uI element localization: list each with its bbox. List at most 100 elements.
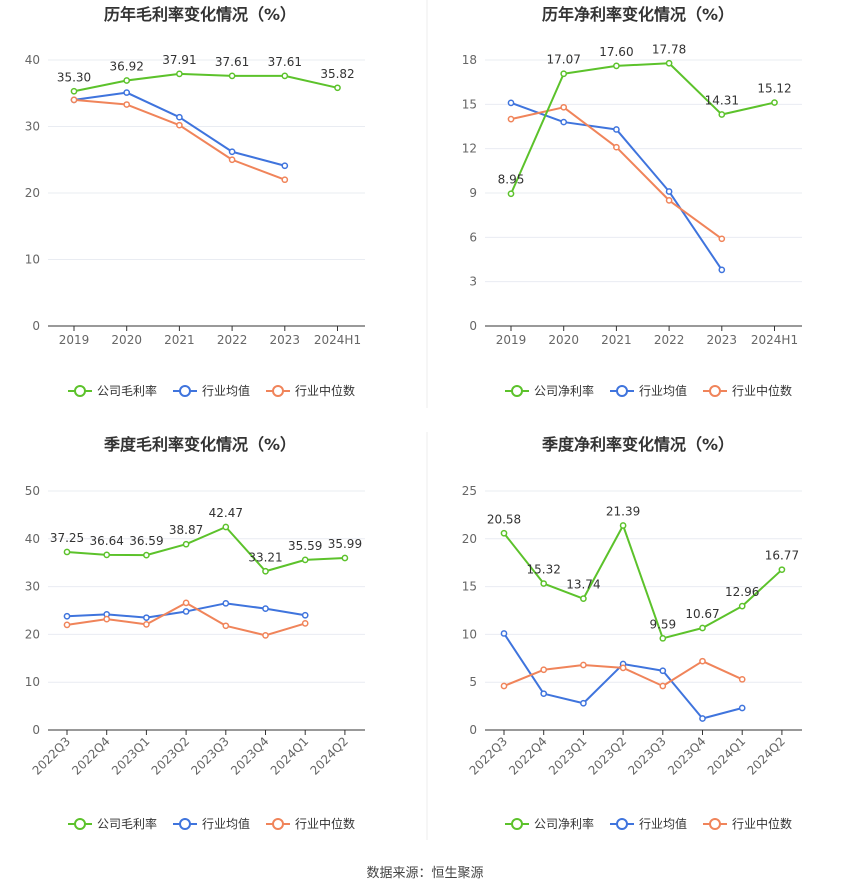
data-point-company <box>500 529 508 537</box>
data-label: 36.59 <box>129 534 163 548</box>
data-point-company <box>507 190 515 198</box>
series-line-company <box>503 524 783 640</box>
data-label: 37.25 <box>50 531 84 545</box>
data-label: 37.61 <box>268 55 302 69</box>
data-point-company <box>228 72 236 80</box>
x-tick-label: 2019 <box>496 333 527 347</box>
data-label: 17.60 <box>599 45 633 59</box>
series-line-company <box>510 62 775 195</box>
data-point-avg <box>718 266 726 274</box>
x-tick-label: 2024H1 <box>751 333 798 347</box>
x-tick-label: 2022Q3 <box>30 734 74 778</box>
y-tick-label: 12 <box>462 142 477 156</box>
y-tick-label: 20 <box>25 627 40 641</box>
x-tick-label: 2024Q2 <box>307 734 351 778</box>
y-tick-label: 6 <box>469 230 477 244</box>
data-point-median <box>560 103 568 111</box>
data-point-median <box>540 666 548 674</box>
source-name: 恒生聚源 <box>431 866 484 881</box>
y-tick-label: 0 <box>469 723 477 737</box>
x-tick-label: 2024Q1 <box>705 734 749 778</box>
data-point-company <box>301 556 309 564</box>
x-tick-label: 2023 <box>270 333 301 347</box>
legend-label: 行业中位数 <box>732 816 792 831</box>
y-tick-label: 20 <box>25 186 40 200</box>
data-label: 21.39 <box>606 505 640 519</box>
y-tick-label: 30 <box>25 120 40 134</box>
data-point-median <box>718 235 726 243</box>
x-tick-label: 2024Q2 <box>744 734 788 778</box>
data-point-company <box>281 72 289 80</box>
legend-label: 公司毛利率 <box>97 383 157 398</box>
legend-label: 行业均值 <box>639 383 687 398</box>
legend-label: 行业均值 <box>202 383 250 398</box>
x-tick-label: 2020 <box>111 333 142 347</box>
data-point-avg <box>63 612 71 620</box>
source-label: 数据来源： <box>366 866 432 881</box>
data-point-avg <box>143 614 150 622</box>
legend-label: 行业中位数 <box>732 383 792 398</box>
chart-annual-net-margin: 历年净利率变化情况（%） 0 3 6 9 12 15 18 2019 2020 2021 2022 20… <box>462 5 802 398</box>
data-label: 35.82 <box>320 67 354 81</box>
data-source: 数据来源：恒生聚源 <box>0 862 850 881</box>
data-point-company <box>103 551 111 559</box>
legend-marker-avg <box>616 818 628 830</box>
data-label: 17.07 <box>547 53 581 67</box>
data-point-median <box>63 621 71 629</box>
data-label: 33.21 <box>248 550 282 564</box>
data-point-median <box>281 176 289 184</box>
data-point-median <box>70 96 78 104</box>
data-point-median <box>176 121 183 129</box>
x-tick-label: 2023Q3 <box>625 734 669 778</box>
legend-marker-company <box>511 385 523 397</box>
legend-marker-avg <box>179 385 191 397</box>
x-tick-label: 2022 <box>217 333 248 347</box>
legend-marker-median <box>272 385 284 397</box>
chart-title: 季度毛利率变化情况（%） <box>103 435 296 454</box>
x-tick-label: 2020 <box>548 333 579 347</box>
data-label: 15.32 <box>527 563 561 577</box>
y-tick-label: 0 <box>32 319 40 333</box>
data-point-avg <box>281 162 289 170</box>
y-tick-label: 10 <box>25 253 40 267</box>
data-point-company <box>143 551 150 559</box>
data-point-company <box>560 70 568 78</box>
legend-label: 公司净利率 <box>534 383 594 398</box>
data-point-avg <box>699 715 706 722</box>
data-point-company <box>659 634 667 642</box>
data-point-company <box>70 87 78 95</box>
series-line-median <box>73 98 286 181</box>
legend-label: 公司毛利率 <box>97 816 157 831</box>
data-label: 14.31 <box>705 94 739 108</box>
y-tick-label: 0 <box>32 723 40 737</box>
data-label: 37.61 <box>215 55 249 69</box>
data-label: 20.58 <box>487 512 521 526</box>
legend-marker-company <box>511 818 523 830</box>
x-tick-label: 2023 <box>707 333 738 347</box>
chart-title: 历年净利率变化情况（%） <box>542 5 734 24</box>
y-tick-label: 10 <box>462 627 477 641</box>
data-point-median <box>143 621 150 628</box>
data-point-avg <box>613 126 620 133</box>
series-line-company <box>66 525 345 573</box>
data-point-avg <box>580 699 587 707</box>
data-point-avg <box>182 608 190 615</box>
data-point-company <box>738 602 746 610</box>
data-point-company <box>580 595 587 602</box>
x-tick-label: 2022 <box>654 333 685 347</box>
y-tick-label: 10 <box>25 675 40 689</box>
data-point-company <box>63 548 71 556</box>
data-point-avg <box>659 667 667 675</box>
data-label: 13.74 <box>566 578 600 592</box>
legend-marker-median <box>709 818 721 830</box>
data-point-median <box>262 632 269 639</box>
data-point-company <box>771 99 778 106</box>
data-label: 37.91 <box>162 53 196 67</box>
data-label: 35.99 <box>328 537 362 551</box>
y-tick-label: 15 <box>462 580 477 594</box>
chart-title: 季度净利率变化情况（%） <box>541 435 734 454</box>
data-point-median <box>738 675 746 683</box>
x-tick-label: 2023Q2 <box>149 734 193 778</box>
data-point-company <box>718 111 726 118</box>
x-tick-label: 2021 <box>601 333 632 347</box>
